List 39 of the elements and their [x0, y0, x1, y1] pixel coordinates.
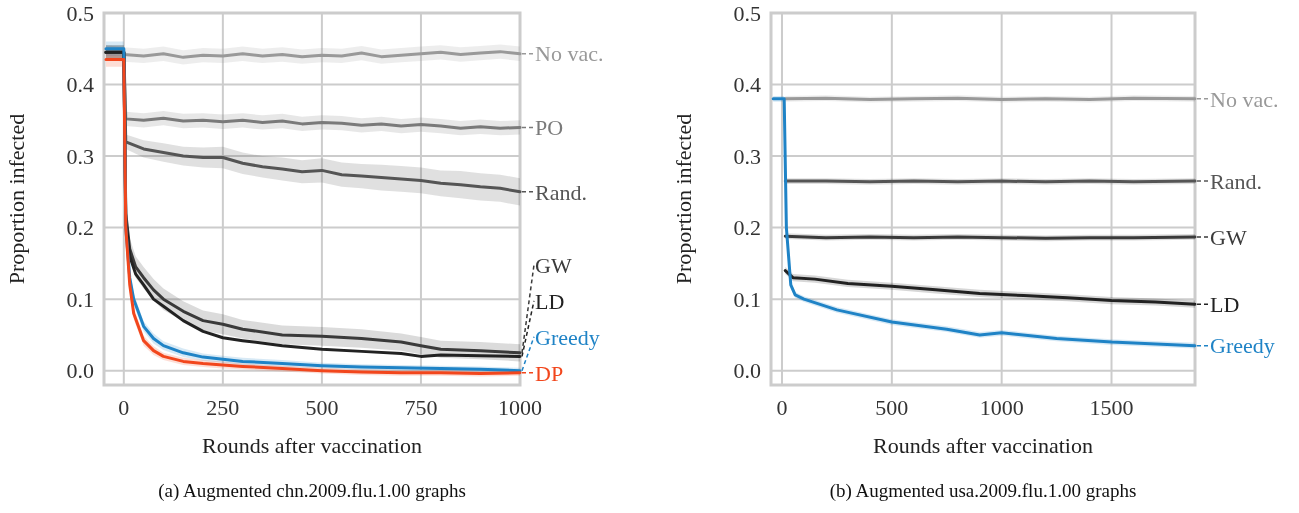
x-tick-label: 1000: [498, 395, 542, 420]
x-tick-label: 0: [776, 395, 788, 420]
legend-label: Greedy: [1210, 333, 1275, 359]
legend-label: GW: [1210, 224, 1247, 250]
x-tick-label: 500: [305, 395, 339, 420]
legend-label: No vac.: [535, 41, 604, 67]
y-tick-label: 0.0: [66, 358, 94, 384]
legend-label: LD: [1210, 291, 1240, 317]
x-tick-label: 750: [404, 395, 438, 420]
y-tick-label: 0.2: [66, 215, 94, 241]
text: (a) Augmented chn.2009.flu.1.00 graphs: [158, 480, 466, 502]
x-tick-label: 500: [875, 395, 909, 420]
x-tick-label: 1000: [979, 395, 1024, 420]
legend-label: DP: [535, 360, 564, 386]
text: (b) Augmented usa.2009.flu.1.00 graphs: [829, 480, 1137, 502]
y-tick-label: 0.1: [66, 286, 94, 312]
series-label: Greedy: [535, 324, 600, 350]
y-tick-label: 0.3: [733, 143, 761, 169]
y-tick-label: 0.4: [66, 72, 94, 98]
text: LD: [535, 288, 565, 314]
y-tick-label: 0.1: [733, 286, 761, 312]
text: GW: [535, 252, 572, 278]
x-tick-label: 0: [118, 395, 130, 420]
y-tick-label: 0.5: [66, 0, 94, 26]
y-axis-title: Proportion infected: [671, 113, 696, 285]
legend-label: No vac.: [1210, 86, 1279, 112]
y-tick-label: 0.5: [733, 0, 761, 26]
y-tick-label: 0.3: [66, 143, 94, 169]
y-tick-label: 0.2: [733, 215, 761, 241]
x-axis-title: Rounds after vaccination: [202, 433, 422, 458]
y-tick-label: 0.0: [733, 358, 761, 384]
legend-label: Rand.: [535, 179, 587, 205]
x-tick-label: 250: [206, 395, 240, 420]
y-tick-label: 0.4: [733, 72, 761, 98]
x-axis-title: Rounds after vaccination: [873, 433, 1093, 458]
legend-label: PO: [535, 115, 564, 141]
y-axis-title: Proportion infected: [4, 113, 29, 285]
legend-label: Rand.: [1210, 168, 1262, 194]
x-tick-label: 1500: [1089, 395, 1134, 420]
